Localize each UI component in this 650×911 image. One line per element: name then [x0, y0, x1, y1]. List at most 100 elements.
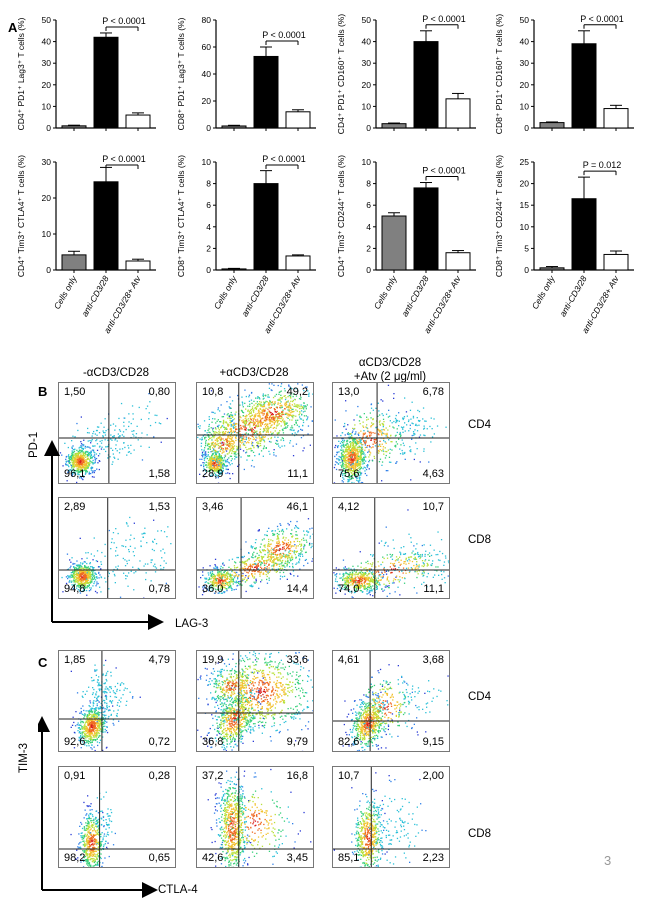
event-dot — [94, 433, 96, 435]
event-dot — [210, 459, 212, 462]
event-dot — [353, 467, 355, 469]
event-dot — [384, 441, 386, 443]
quadrant-ll-value: 94,8 — [64, 583, 86, 595]
event-dot — [220, 573, 222, 575]
event-dot — [274, 570, 276, 572]
event-dot — [265, 447, 267, 449]
event-dot — [343, 456, 346, 458]
event-dot — [275, 442, 277, 444]
event-dot — [416, 417, 418, 419]
event-dot — [87, 440, 89, 442]
event-dot — [92, 459, 94, 462]
event-dot — [85, 464, 88, 466]
event-dot — [210, 451, 212, 453]
event-dot — [220, 404, 222, 406]
event-dot — [224, 449, 226, 451]
event-dot — [223, 442, 225, 444]
event-dot — [231, 449, 233, 451]
event-dot — [109, 456, 111, 458]
event-dot — [160, 568, 162, 570]
event-dot — [125, 539, 127, 541]
event-dot — [216, 574, 218, 576]
event-dot — [359, 416, 361, 418]
event-dot — [231, 463, 233, 465]
y-tick-label: 50 — [362, 15, 372, 25]
event-dot — [357, 464, 359, 466]
event-dot — [378, 461, 381, 463]
event-dot — [352, 463, 354, 465]
event-dot — [242, 421, 244, 424]
event-dot — [399, 435, 402, 438]
event-dot — [250, 428, 252, 431]
event-dot — [207, 455, 209, 457]
event-dot — [91, 435, 93, 437]
event-dot — [259, 566, 262, 568]
event-dot — [403, 426, 405, 428]
event-dot — [218, 424, 220, 426]
event-dot — [112, 436, 114, 438]
event-dot — [66, 553, 69, 555]
event-dot — [220, 469, 222, 471]
event-dot — [345, 469, 347, 472]
event-dot — [90, 469, 92, 471]
event-dot — [209, 470, 211, 472]
event-dot — [210, 466, 212, 468]
event-dot — [372, 409, 374, 411]
event-dot — [147, 563, 149, 565]
event-dot — [353, 439, 356, 441]
event-dot — [360, 456, 362, 458]
event-dot — [298, 407, 301, 410]
quadrant-lr-value: 1,58 — [148, 468, 170, 480]
event-dot — [220, 438, 222, 440]
event-dot — [278, 423, 280, 425]
event-dot — [70, 458, 72, 460]
event-dot — [245, 442, 248, 444]
event-dot — [124, 565, 127, 567]
event-dot — [270, 416, 273, 419]
event-dot — [286, 554, 288, 556]
event-dot — [258, 410, 260, 412]
event-dot — [75, 578, 77, 581]
event-dot — [234, 424, 236, 426]
event-dot — [210, 585, 212, 587]
event-dot — [84, 465, 87, 467]
event-dot — [92, 574, 94, 576]
event-dot — [291, 415, 293, 417]
event-dot — [210, 460, 212, 462]
event-dot — [277, 403, 279, 405]
event-dot — [271, 383, 273, 385]
event-dot — [286, 563, 288, 566]
event-dot — [255, 425, 257, 427]
event-dot — [223, 564, 225, 566]
event-dot — [217, 409, 219, 411]
event-dot — [83, 466, 85, 469]
event-dot — [219, 458, 221, 460]
event-dot — [369, 451, 371, 453]
event-dot — [269, 422, 271, 425]
event-dot — [259, 442, 262, 445]
event-dot — [382, 432, 384, 434]
event-dot — [77, 465, 79, 467]
event-dot — [248, 565, 250, 567]
event-dot — [225, 443, 227, 445]
event-dot — [341, 444, 343, 446]
event-dot — [232, 446, 235, 448]
event-dot — [402, 431, 404, 433]
event-dot — [74, 568, 76, 571]
event-dot — [80, 587, 82, 590]
event-dot — [403, 452, 406, 455]
event-dot — [398, 412, 400, 414]
event-dot — [348, 480, 350, 483]
event-dot — [292, 565, 294, 568]
event-dot — [291, 433, 293, 435]
event-dot — [218, 576, 220, 579]
event-dot — [211, 580, 213, 583]
event-dot — [362, 451, 365, 453]
event-dot — [263, 441, 266, 443]
event-dot — [215, 585, 217, 587]
event-dot — [414, 433, 416, 435]
event-dot — [281, 416, 283, 418]
event-dot — [270, 418, 273, 420]
event-dot — [201, 594, 204, 596]
event-dot — [210, 442, 213, 445]
